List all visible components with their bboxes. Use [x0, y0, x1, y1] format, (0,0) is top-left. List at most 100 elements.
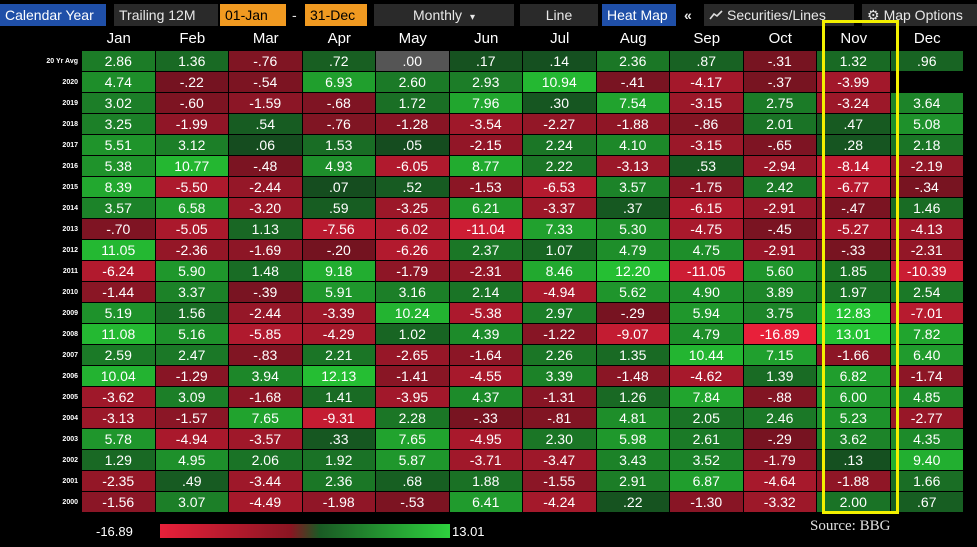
heatmap-cell[interactable]: .37 [596, 198, 670, 219]
heatmap-cell[interactable]: 2.46 [743, 408, 817, 429]
heatmap-cell[interactable]: -.34 [890, 177, 964, 198]
heatmap-cell[interactable]: -.20 [302, 240, 376, 261]
heatmap-cell[interactable]: 2.60 [376, 72, 450, 93]
heatmap-cell[interactable]: 7.33 [523, 219, 597, 240]
heatmap-cell[interactable]: 4.75 [670, 240, 744, 261]
heatmap-cell[interactable]: -3.57 [229, 429, 303, 450]
heatmap-cell[interactable]: 2.30 [523, 429, 597, 450]
heatmap-cell[interactable]: -4.75 [670, 219, 744, 240]
heatmap-cell[interactable]: -.76 [229, 51, 303, 72]
heatmap-cell[interactable]: 2.91 [596, 471, 670, 492]
heatmap-cell[interactable]: 5.87 [376, 450, 450, 471]
heatmap-cell[interactable]: -.48 [229, 156, 303, 177]
heatmap-cell[interactable]: -2.91 [743, 240, 817, 261]
heatmap-cell[interactable]: -4.49 [229, 492, 303, 513]
heatmap-cell[interactable]: 10.04 [82, 366, 156, 387]
heatmap-cell[interactable]: 3.64 [890, 93, 964, 114]
heatmap-cell[interactable]: -7.01 [890, 303, 964, 324]
heatmap-cell[interactable]: -.81 [523, 408, 597, 429]
heatmap-cell[interactable]: -.65 [743, 135, 817, 156]
heatmap-cell[interactable]: -4.13 [890, 219, 964, 240]
heatmap-cell[interactable] [890, 72, 964, 93]
heatmap-cell[interactable]: -1.22 [523, 324, 597, 345]
heatmap-cell[interactable]: -2.19 [890, 156, 964, 177]
heatmap-cell[interactable]: 5.08 [890, 114, 964, 135]
heatmap-cell[interactable]: .00 [376, 51, 450, 72]
heatmap-cell[interactable]: 5.23 [817, 408, 891, 429]
heatmap-cell[interactable]: 1.13 [229, 219, 303, 240]
heatmap-cell[interactable]: -.76 [302, 114, 376, 135]
heatmap-cell[interactable]: 1.53 [302, 135, 376, 156]
heatmap-cell[interactable]: 1.02 [376, 324, 450, 345]
heatmap-cell[interactable]: 3.16 [376, 282, 450, 303]
heatmap-cell[interactable]: 4.39 [449, 324, 523, 345]
heatmap-cell[interactable]: -6.24 [82, 261, 156, 282]
heatmap-cell[interactable]: -9.07 [596, 324, 670, 345]
heatmap-cell[interactable]: -2.35 [82, 471, 156, 492]
heatmap-cell[interactable]: 12.83 [817, 303, 891, 324]
collapse-icon[interactable]: « [684, 7, 692, 23]
heatmap-cell[interactable]: 5.16 [155, 324, 229, 345]
heatmap-cell[interactable]: 2.05 [670, 408, 744, 429]
heatmap-cell[interactable]: 3.52 [670, 450, 744, 471]
line-view-button[interactable]: Line [520, 4, 598, 26]
heatmap-cell[interactable]: -6.53 [523, 177, 597, 198]
heatmap-cell[interactable]: -1.88 [817, 471, 891, 492]
heatmap-cell[interactable]: 3.89 [743, 282, 817, 303]
heat-map-button[interactable]: Heat Map [602, 4, 676, 26]
heatmap-cell[interactable]: 2.24 [523, 135, 597, 156]
heatmap-cell[interactable]: -.83 [229, 345, 303, 366]
heatmap-cell[interactable]: -1.31 [523, 387, 597, 408]
heatmap-cell[interactable]: 3.57 [596, 177, 670, 198]
heatmap-cell[interactable]: .28 [817, 135, 891, 156]
heatmap-cell[interactable]: 6.40 [890, 345, 964, 366]
heatmap-cell[interactable]: -6.02 [376, 219, 450, 240]
heatmap-cell[interactable]: 4.95 [155, 450, 229, 471]
heatmap-cell[interactable]: .47 [817, 114, 891, 135]
heatmap-cell[interactable]: -.29 [596, 303, 670, 324]
heatmap-cell[interactable]: 4.93 [302, 156, 376, 177]
heatmap-cell[interactable]: -.53 [376, 492, 450, 513]
heatmap-cell[interactable]: 7.82 [890, 324, 964, 345]
heatmap-cell[interactable]: -5.05 [155, 219, 229, 240]
heatmap-cell[interactable]: 2.14 [449, 282, 523, 303]
heatmap-cell[interactable]: 6.00 [817, 387, 891, 408]
heatmap-cell[interactable]: 1.56 [155, 303, 229, 324]
heatmap-cell[interactable]: 5.91 [302, 282, 376, 303]
heatmap-cell[interactable]: 7.96 [449, 93, 523, 114]
heatmap-cell[interactable]: -16.89 [743, 324, 817, 345]
heatmap-cell[interactable]: 3.39 [523, 366, 597, 387]
heatmap-cell[interactable]: -4.64 [743, 471, 817, 492]
heatmap-cell[interactable]: 2.28 [376, 408, 450, 429]
heatmap-cell[interactable]: .87 [670, 51, 744, 72]
heatmap-cell[interactable]: -1.75 [670, 177, 744, 198]
heatmap-cell[interactable]: 3.43 [596, 450, 670, 471]
heatmap-cell[interactable]: 11.05 [82, 240, 156, 261]
heatmap-cell[interactable]: 2.42 [743, 177, 817, 198]
heatmap-cell[interactable]: -.41 [596, 72, 670, 93]
heatmap-cell[interactable]: .07 [302, 177, 376, 198]
heatmap-cell[interactable]: -1.64 [449, 345, 523, 366]
heatmap-cell[interactable]: -.29 [743, 429, 817, 450]
heatmap-cell[interactable]: -.54 [229, 72, 303, 93]
heatmap-cell[interactable]: -2.15 [449, 135, 523, 156]
heatmap-cell[interactable]: .17 [449, 51, 523, 72]
heatmap-cell[interactable]: -1.79 [376, 261, 450, 282]
heatmap-cell[interactable]: -1.55 [523, 471, 597, 492]
heatmap-cell[interactable]: -3.25 [376, 198, 450, 219]
heatmap-cell[interactable]: 1.29 [82, 450, 156, 471]
heatmap-cell[interactable]: 2.26 [523, 345, 597, 366]
heatmap-cell[interactable]: -.39 [229, 282, 303, 303]
heatmap-cell[interactable]: 4.37 [449, 387, 523, 408]
heatmap-cell[interactable]: -.45 [743, 219, 817, 240]
heatmap-cell[interactable]: -4.94 [523, 282, 597, 303]
heatmap-cell[interactable]: 6.21 [449, 198, 523, 219]
heatmap-cell[interactable]: .05 [376, 135, 450, 156]
heatmap-cell[interactable]: -11.05 [670, 261, 744, 282]
heatmap-cell[interactable]: 7.65 [229, 408, 303, 429]
heatmap-cell[interactable]: -6.05 [376, 156, 450, 177]
heatmap-cell[interactable]: 2.97 [523, 303, 597, 324]
heatmap-cell[interactable]: -1.74 [890, 366, 964, 387]
heatmap-cell[interactable]: -2.36 [155, 240, 229, 261]
heatmap-cell[interactable]: 2.37 [449, 240, 523, 261]
